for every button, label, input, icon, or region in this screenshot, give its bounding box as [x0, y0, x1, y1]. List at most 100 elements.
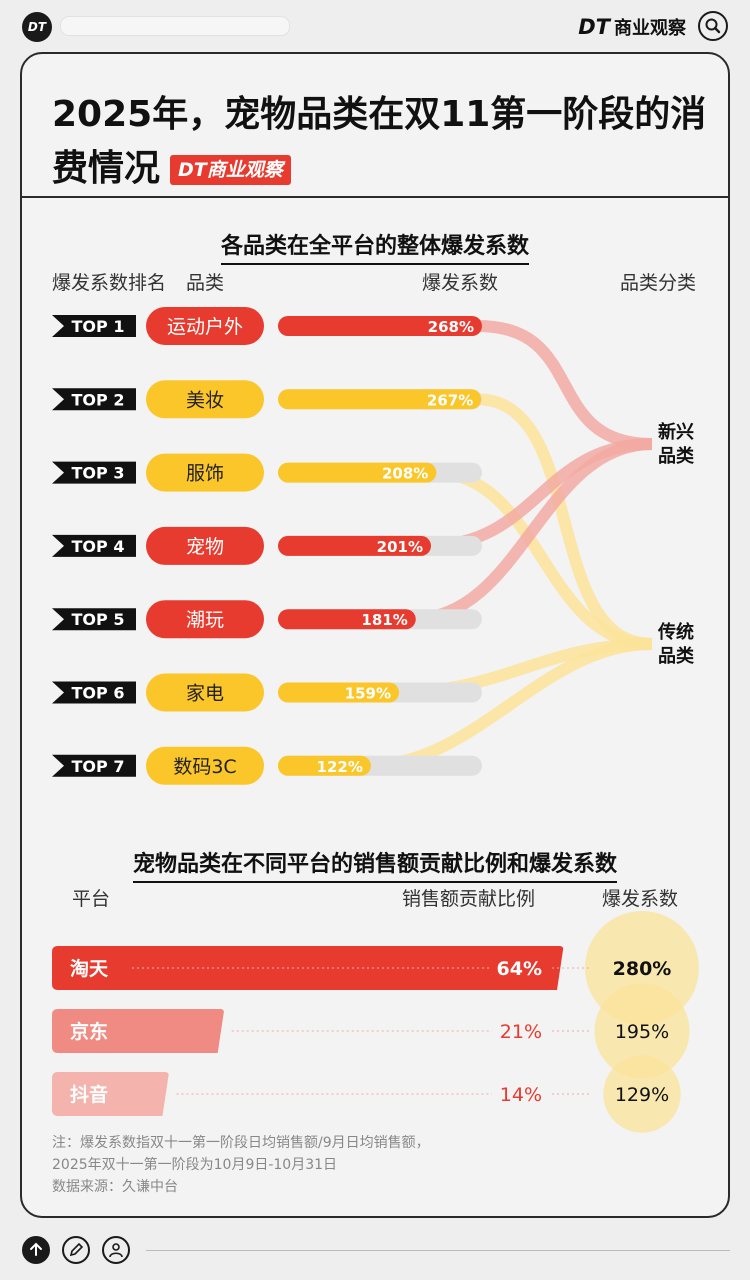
rank-tag — [52, 388, 136, 411]
share-value-label: 64% — [497, 958, 542, 980]
category-label: 潮玩 — [186, 609, 224, 631]
app-logo[interactable]: DT — [22, 12, 52, 42]
address-pill[interactable] — [60, 16, 290, 36]
rank-label: TOP 5 — [72, 610, 125, 629]
page-title: 2025年，宠物品类在双11第一阶段的消费情况 DT商业观察 — [52, 88, 712, 196]
flow-line — [477, 320, 653, 450]
rank-tag — [52, 608, 136, 631]
share-value-label: 14% — [500, 1084, 542, 1106]
rank-label: TOP 4 — [72, 537, 125, 556]
search-icon — [705, 18, 721, 34]
footnote-line-2: 2025年双十一第一阶段为10月9日-10月31日 — [52, 1157, 338, 1173]
bar-value-label: 268% — [428, 318, 474, 336]
category-pill — [146, 380, 264, 419]
header-share: 销售额贡献比例 — [402, 888, 536, 910]
platform-label: 京东 — [70, 1020, 108, 1043]
title-badge-logo: DT — [178, 159, 207, 181]
bar-value-label: 122% — [317, 758, 363, 776]
rank-tag — [52, 315, 136, 337]
rank-tag — [52, 461, 136, 484]
rank-label: TOP 6 — [72, 684, 125, 703]
group-label-line1: 新兴 — [658, 421, 694, 443]
coef-value-label: 280% — [613, 958, 672, 980]
category-label: 宠物 — [186, 536, 224, 558]
bottom-divider — [146, 1250, 730, 1251]
rank-tag — [52, 681, 136, 704]
rank-tag — [52, 754, 136, 777]
footnote: 注：爆发系数指双十一第一阶段日均销售额/9月日均销售额， 2025年双十一第一阶… — [52, 1132, 430, 1198]
footnote-line-1: 注：爆发系数指双十一第一阶段日均销售额/9月日均销售额， — [52, 1135, 430, 1151]
bar — [278, 609, 416, 630]
share-button[interactable] — [22, 1236, 50, 1264]
category-label: 数码3C — [173, 756, 236, 778]
bar-value-label: 159% — [345, 685, 391, 703]
bar — [278, 535, 431, 556]
category-pill — [146, 746, 264, 785]
brand-title: DT 商业观察 — [578, 14, 686, 40]
group-label-line1: 传统 — [657, 621, 694, 643]
header-platform: 平台 — [72, 888, 111, 910]
title-divider — [22, 196, 728, 198]
group-label-line2: 品类 — [658, 645, 695, 667]
bar — [278, 755, 371, 776]
coef-bubble — [594, 983, 690, 1079]
title-badge: DT商业观察 — [170, 155, 291, 185]
bar-value-label: 181% — [361, 611, 407, 629]
bar-value-label: 208% — [382, 465, 428, 483]
share-value-label: 21% — [500, 1021, 542, 1043]
rank-tag — [52, 534, 136, 557]
title-badge-text: 商业观察 — [206, 159, 283, 181]
header-coef: 爆发系数 — [422, 272, 499, 294]
bar-value-label: 201% — [377, 538, 423, 556]
category-pill — [146, 600, 264, 639]
brand-logo: DT — [578, 15, 610, 39]
coef-value-label: 129% — [615, 1084, 669, 1106]
infographic-card: 2025年，宠物品类在双11第一阶段的消费情况 DT商业观察 各品类在全平台的整体… — [20, 52, 730, 1218]
rank-label: TOP 1 — [72, 317, 125, 336]
category-pill — [146, 526, 264, 565]
top-bar: DT DT 商业观察 — [0, 0, 750, 52]
bar — [278, 389, 482, 410]
category-pill — [146, 307, 264, 345]
chart-canvas: TOP 1 运动户外 268% TOP 2 美妆 267% TOP 3 服饰 208% TOP 4… — [52, 307, 699, 1133]
header-category: 品类 — [186, 272, 225, 294]
section1-title: 各品类在全平台的整体爆发系数 — [22, 228, 728, 265]
group-label-line2: 品类 — [658, 445, 695, 467]
profile-button[interactable] — [102, 1236, 130, 1264]
header-rank: 爆发系数排名 — [52, 272, 167, 294]
footnote-line-3: 数据来源：久谦中台 — [52, 1179, 178, 1195]
category-pill — [146, 453, 264, 492]
section2-title: 宠物品类在不同平台的销售额贡献比例和爆发系数 — [22, 846, 728, 883]
category-pill — [146, 673, 264, 712]
rank-label: TOP 7 — [72, 757, 125, 776]
coef-bubble — [603, 1055, 681, 1133]
edit-button[interactable] — [62, 1236, 90, 1264]
user-icon — [109, 1243, 123, 1258]
bar — [278, 316, 482, 336]
bar — [278, 462, 437, 483]
category-label: 运动户外 — [167, 316, 243, 338]
platform-label: 抖音 — [70, 1083, 108, 1106]
section1-title-text: 各品类在全平台的整体爆发系数 — [220, 234, 529, 265]
search-button[interactable] — [698, 11, 728, 41]
brand-name: 商业观察 — [614, 18, 686, 39]
header-group: 品类分类 — [620, 272, 697, 294]
pencil-icon — [69, 1242, 84, 1257]
category-label: 家电 — [186, 683, 224, 705]
page-title-text: 2025年，宠物品类在双11第一阶段的消费情况 — [52, 94, 707, 189]
bottom-bar — [0, 1218, 750, 1280]
section2-title-text: 宠物品类在不同平台的销售额贡献比例和爆发系数 — [132, 852, 617, 883]
share-bar — [52, 1009, 224, 1053]
bar-value-label: 267% — [427, 391, 473, 409]
upload-icon — [30, 1242, 42, 1256]
category-label: 服饰 — [186, 463, 224, 485]
coef-value-label: 195% — [615, 1021, 669, 1043]
platform-label: 淘天 — [70, 957, 109, 980]
header-platform-coef: 爆发系数 — [602, 888, 679, 910]
flow-line — [366, 638, 653, 772]
rank-label: TOP 3 — [72, 464, 125, 483]
share-bar — [52, 1072, 169, 1116]
bar — [278, 682, 400, 703]
rank-label: TOP 2 — [72, 390, 125, 409]
category-label: 美妆 — [186, 389, 224, 411]
